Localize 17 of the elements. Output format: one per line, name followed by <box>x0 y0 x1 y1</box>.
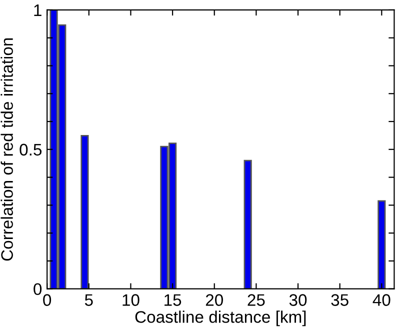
y-tick-label: 0 <box>34 283 42 296</box>
x-tick-label: 40 <box>372 294 390 306</box>
x-tick-label: 5 <box>84 294 93 306</box>
bar <box>378 200 386 289</box>
x-tick-label: 35 <box>331 294 348 306</box>
x-tick-label: 20 <box>206 294 223 306</box>
bar <box>244 160 252 289</box>
x-tick-label: 25 <box>248 294 265 306</box>
x-tick-label: 30 <box>289 294 307 306</box>
y-tick-label: 1 <box>34 4 42 16</box>
bar <box>80 135 89 289</box>
x-tick-label: 0 <box>43 294 52 306</box>
x-tick-label: 10 <box>122 294 140 306</box>
y-tick-label: 0.5 <box>20 144 42 156</box>
x-tick-label: 15 <box>164 294 182 306</box>
x-axis-title: Coastline distance [km] <box>135 310 306 326</box>
y-axis-title: Correlation of red tide irritation <box>0 38 13 261</box>
